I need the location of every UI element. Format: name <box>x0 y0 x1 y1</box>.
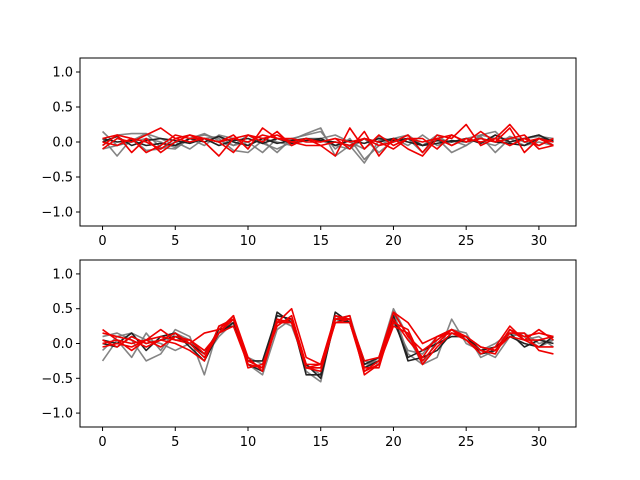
series-line-9 <box>102 311 554 373</box>
y-tick-label: 1.0 <box>52 66 73 81</box>
x-tick-label: 5 <box>171 234 179 249</box>
x-tick-label: 30 <box>531 234 548 249</box>
series-lines <box>101 307 554 383</box>
y-tick-label: 0.5 <box>52 302 73 317</box>
series-line-2 <box>101 134 554 157</box>
x-tick-label: 20 <box>385 234 402 249</box>
x-tick-label: 5 <box>171 435 179 450</box>
y-tick-label: −1.0 <box>41 407 73 422</box>
x-tick-label: 20 <box>385 435 402 450</box>
x-tick-label: 0 <box>98 234 106 249</box>
x-tick-label: 0 <box>98 435 106 450</box>
x-tick-label: 15 <box>312 435 329 450</box>
x-tick-label: 30 <box>531 435 548 450</box>
y-tick-label: 0.0 <box>52 337 73 352</box>
y-tick-label: −0.5 <box>41 171 73 186</box>
y-tick-label: −0.5 <box>41 372 73 387</box>
y-tick-label: 0.0 <box>52 136 73 151</box>
y-tick-label: 1.0 <box>52 267 73 282</box>
bottom-subplot: 0 5 10 15 20 25 30 −1.0 −0.5 0.0 0.5 1.0 <box>41 259 577 450</box>
y-tick-label: −1.0 <box>41 206 73 221</box>
x-tick-label: 10 <box>240 435 257 450</box>
x-tick-label: 25 <box>458 435 475 450</box>
series-line-7 <box>102 127 554 157</box>
x-tick-label: 25 <box>458 234 475 249</box>
x-tick-label: 15 <box>312 234 329 249</box>
series-lines <box>101 123 554 164</box>
series-line-9 <box>102 127 554 157</box>
top-subplot: 0 5 10 15 20 25 30 −1.0 −0.5 0.0 0.5 1.0 <box>41 57 577 249</box>
y-tick-label: 0.5 <box>52 101 73 116</box>
x-tick-label: 10 <box>240 234 257 249</box>
